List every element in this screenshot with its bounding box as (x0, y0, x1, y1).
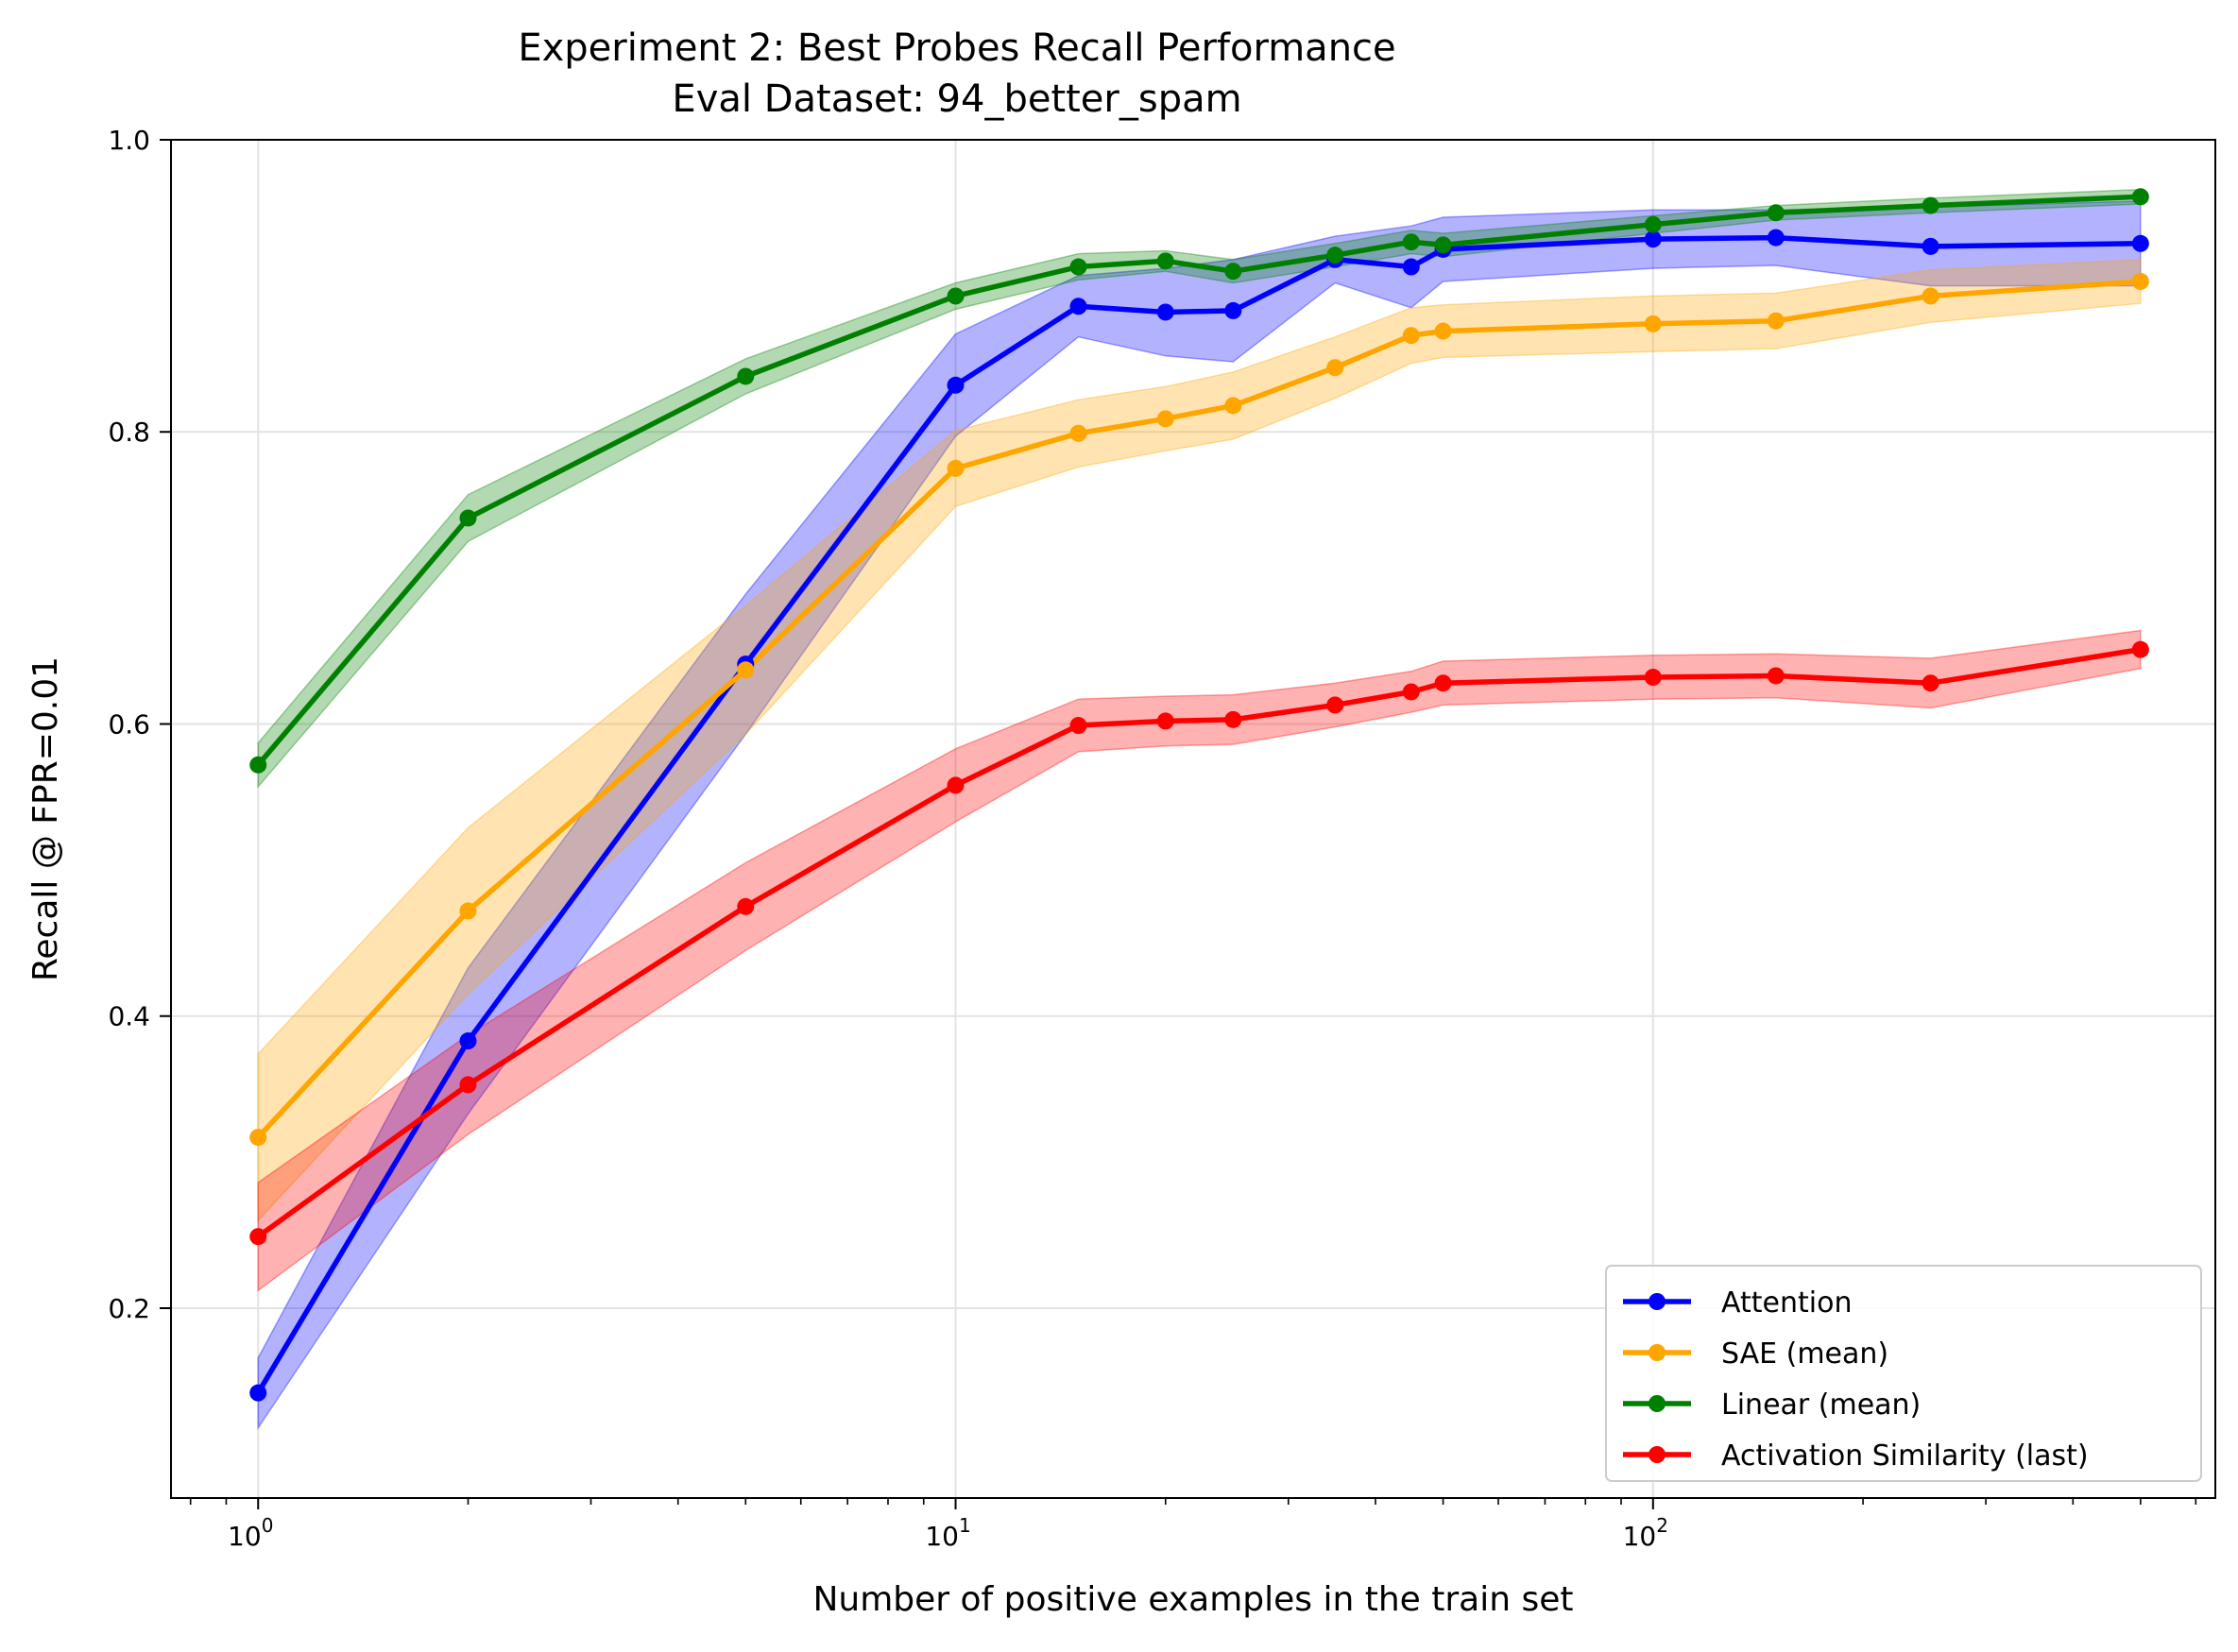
point-attention (1069, 298, 1087, 315)
line-attention (255, 234, 2144, 1396)
legend-marker-linear-mean (1649, 1395, 1666, 1412)
point-sae-mean (1644, 315, 1662, 332)
point-sae-mean (1402, 327, 1420, 345)
point-attention (1767, 229, 1785, 247)
point-sae-mean (249, 1129, 267, 1147)
legend-marker-attention (1649, 1293, 1666, 1310)
point-linear-mean (737, 367, 755, 385)
point-activation-similarity-last (1922, 674, 1939, 692)
chart-subtitle: Eval Dataset: 94_better_spam (672, 77, 1241, 121)
legend-label-sae-mean: SAE (mean) (1721, 1337, 1888, 1371)
point-attention (459, 1032, 477, 1050)
x-tick-label: 100 (228, 1514, 273, 1552)
point-activation-similarity-last (1434, 674, 1452, 692)
point-activation-similarity-last (1156, 712, 1174, 730)
x-axis-label: Number of positive examples in the train… (812, 1580, 1573, 1619)
legend-label-activation-similarity-last: Activation Similarity (last) (1721, 1439, 2089, 1473)
line-activation-similarity-last (255, 646, 2144, 1239)
series-lines (255, 194, 2144, 1396)
point-activation-similarity-last (2131, 640, 2149, 658)
point-linear-mean (1224, 263, 1242, 281)
point-sae-mean (1922, 287, 1939, 305)
point-activation-similarity-last (1402, 683, 1420, 701)
band-sae-mean- (257, 259, 2142, 1223)
point-sae-mean (1434, 322, 1452, 340)
point-linear-mean (1326, 247, 1344, 264)
y-tick-label: 0.4 (108, 1001, 150, 1032)
point-attention (1922, 237, 1939, 255)
chart-title: Experiment 2: Best Probes Recall Perform… (518, 26, 1395, 70)
point-activation-similarity-last (1644, 669, 1662, 687)
point-attention (1644, 230, 1662, 248)
point-linear-mean (1434, 236, 1452, 254)
point-sae-mean (459, 902, 477, 920)
point-attention (249, 1384, 267, 1402)
point-activation-similarity-last (1224, 710, 1242, 728)
point-activation-similarity-last (1767, 667, 1785, 685)
point-activation-similarity-last (1326, 696, 1344, 714)
point-linear-mean (1156, 252, 1174, 270)
point-sae-mean (1156, 410, 1174, 428)
point-linear-mean (1767, 204, 1785, 222)
y-tick-label: 1.0 (108, 125, 150, 156)
point-sae-mean (737, 661, 755, 679)
legend-label-linear-mean: Linear (mean) (1721, 1388, 1921, 1422)
point-linear-mean (459, 509, 477, 527)
point-linear-mean (1402, 233, 1420, 251)
y-axis-label: Recall @ FPR=0.01 (26, 656, 65, 981)
point-activation-similarity-last (459, 1076, 477, 1094)
x-axis-ticks: 100 101 102 (189, 1498, 2197, 1552)
point-linear-mean (947, 287, 965, 305)
legend: Attention SAE (mean) Linear (mean) Activati… (1605, 1265, 2202, 1482)
y-tick-label: 0.6 (108, 708, 150, 740)
plot-area-frame (170, 139, 2216, 1499)
point-activation-similarity-last (249, 1228, 267, 1246)
point-linear-mean (249, 756, 267, 774)
point-linear-mean (1922, 196, 1939, 214)
point-attention (2131, 234, 2149, 252)
point-sae-mean (2131, 272, 2149, 290)
series-points (249, 188, 2149, 1402)
line-linear-mean (255, 194, 2144, 768)
legend-box (1605, 1265, 2202, 1482)
point-activation-similarity-last (737, 897, 755, 915)
point-linear-mean (1644, 215, 1662, 233)
point-sae-mean (1224, 397, 1242, 415)
y-tick-label: 0.2 (108, 1293, 150, 1324)
point-attention (1156, 303, 1174, 321)
point-attention (1402, 258, 1420, 276)
point-linear-mean (2131, 188, 2149, 206)
point-attention (1224, 301, 1242, 319)
point-sae-mean (1767, 312, 1785, 330)
legend-marker-sae-mean (1649, 1344, 1666, 1361)
line-sae-mean (255, 279, 2144, 1140)
point-sae-mean (1069, 424, 1087, 442)
x-tick-label: 102 (1623, 1514, 1668, 1552)
point-activation-similarity-last (1069, 717, 1087, 735)
point-sae-mean (1326, 359, 1344, 377)
legend-label-attention: Attention (1721, 1286, 1852, 1320)
legend-marker-activation-similarity-last (1649, 1446, 1666, 1463)
point-attention (947, 376, 965, 394)
band-activation-similarity-last- (257, 629, 2142, 1292)
point-linear-mean (1069, 258, 1087, 276)
y-axis-ticks: 0.2 0.4 0.6 0.8 1.0 (108, 125, 171, 1324)
x-tick-label: 101 (925, 1514, 970, 1552)
y-tick-label: 0.8 (108, 417, 150, 448)
point-sae-mean (947, 459, 965, 477)
point-activation-similarity-last (947, 776, 965, 794)
